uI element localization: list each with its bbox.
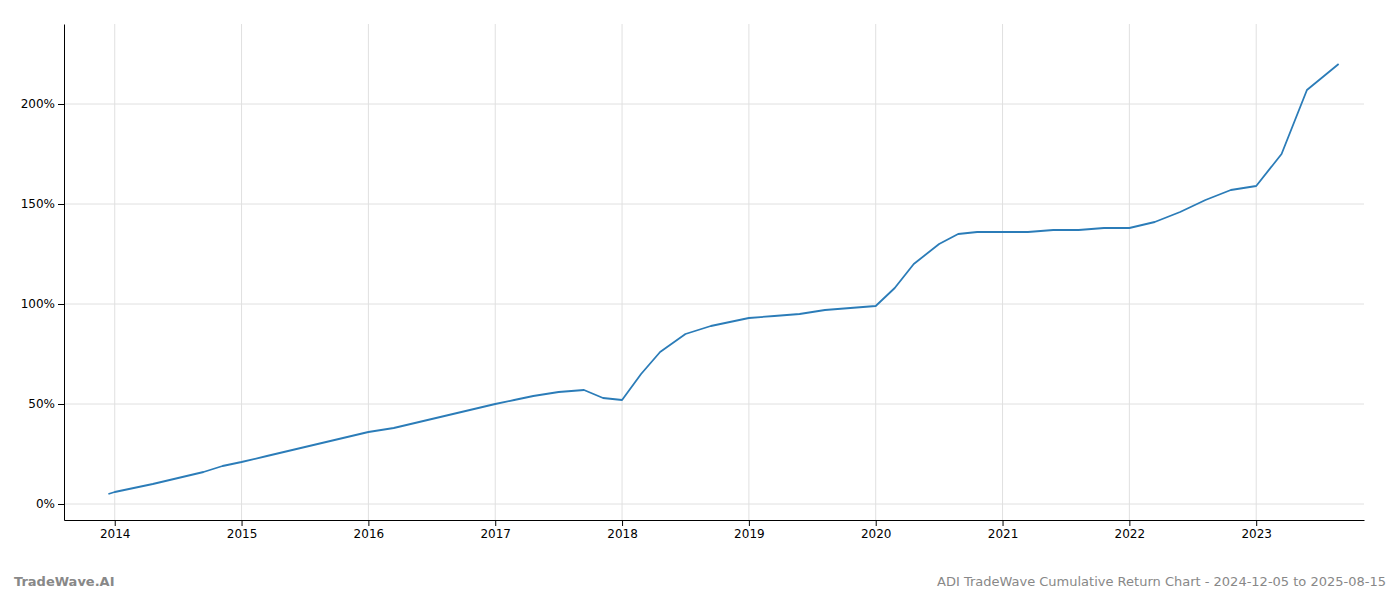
grid-line xyxy=(64,304,1364,305)
x-tick: 2023 xyxy=(1241,520,1272,541)
x-tick-mark xyxy=(495,520,496,526)
y-tick-mark xyxy=(58,204,64,205)
x-tick-mark xyxy=(876,520,877,526)
footer: TradeWave.AI ADI TradeWave Cumulative Ret… xyxy=(14,574,1386,589)
grid-line xyxy=(64,504,1364,505)
x-tick: 2014 xyxy=(100,520,131,541)
y-tick-label: 50% xyxy=(28,397,55,411)
plot-area: 2014 2015 2016 2017 2018 2019 2020 2021 2022 2023… xyxy=(21,24,1365,541)
y-tick: 200% xyxy=(21,97,64,111)
y-tick-mark xyxy=(58,404,64,405)
x-axis-line xyxy=(65,520,1365,521)
grid-line xyxy=(64,404,1364,405)
grid-line xyxy=(241,24,242,520)
x-tick-mark xyxy=(1003,520,1004,526)
grid-line xyxy=(1002,24,1003,520)
y-axis-line xyxy=(64,25,65,521)
x-tick: 2019 xyxy=(734,520,765,541)
grid-line xyxy=(495,24,496,520)
x-tick-mark xyxy=(749,520,750,526)
grid-line xyxy=(1256,24,1257,520)
x-tick-mark xyxy=(1129,520,1130,526)
x-tick-label: 2018 xyxy=(607,527,638,541)
x-tick-label: 2017 xyxy=(480,527,511,541)
y-tick-label: 200% xyxy=(21,97,55,111)
x-tick-mark xyxy=(115,520,116,526)
y-axis: 0% 50% 100% 150% 200% xyxy=(21,25,65,521)
x-tick-label: 2014 xyxy=(100,527,131,541)
x-tick: 2017 xyxy=(480,520,511,541)
grid-line xyxy=(64,204,1364,205)
x-tick-mark xyxy=(242,520,243,526)
x-tick: 2016 xyxy=(354,520,385,541)
y-tick-mark xyxy=(58,104,64,105)
y-tick: 0% xyxy=(36,497,64,511)
y-tick-mark xyxy=(58,504,64,505)
y-tick: 100% xyxy=(21,297,64,311)
grid xyxy=(64,24,1364,520)
x-tick-label: 2019 xyxy=(734,527,765,541)
grid-line xyxy=(1129,24,1130,520)
x-tick: 2018 xyxy=(607,520,638,541)
x-tick-mark xyxy=(368,520,369,526)
chart: 2014 2015 2016 2017 2018 2019 2020 2021 2022 2023… xyxy=(0,0,1400,600)
y-tick: 150% xyxy=(21,197,64,211)
grid-line xyxy=(368,24,369,520)
x-tick-mark xyxy=(1256,520,1257,526)
x-tick: 2021 xyxy=(988,520,1019,541)
x-tick-label: 2020 xyxy=(861,527,892,541)
grid-line xyxy=(748,24,749,520)
x-tick-label: 2023 xyxy=(1241,527,1272,541)
x-axis: 2014 2015 2016 2017 2018 2019 2020 2021 2022 2023 xyxy=(65,520,1365,541)
series xyxy=(108,64,1338,494)
x-tick-label: 2016 xyxy=(354,527,385,541)
x-tick: 2015 xyxy=(227,520,258,541)
x-tick-label: 2021 xyxy=(988,527,1019,541)
x-tick-label: 2015 xyxy=(227,527,258,541)
y-tick-label: 0% xyxy=(36,497,55,511)
line xyxy=(108,64,1338,494)
x-tick-mark xyxy=(622,520,623,526)
x-tick: 2020 xyxy=(861,520,892,541)
grid-line xyxy=(622,24,623,520)
watermark: TradeWave.AI xyxy=(14,574,115,589)
y-tick-label: 150% xyxy=(21,197,55,211)
grid-line xyxy=(114,24,115,520)
grid-line xyxy=(875,24,876,520)
y-tick-label: 100% xyxy=(21,297,55,311)
y-tick: 50% xyxy=(28,397,64,411)
grid-line xyxy=(64,104,1364,105)
title: ADI TradeWave Cumulative Return Chart - … xyxy=(937,574,1386,589)
x-tick-label: 2022 xyxy=(1115,527,1146,541)
y-tick-mark xyxy=(58,304,64,305)
x-tick: 2022 xyxy=(1115,520,1146,541)
